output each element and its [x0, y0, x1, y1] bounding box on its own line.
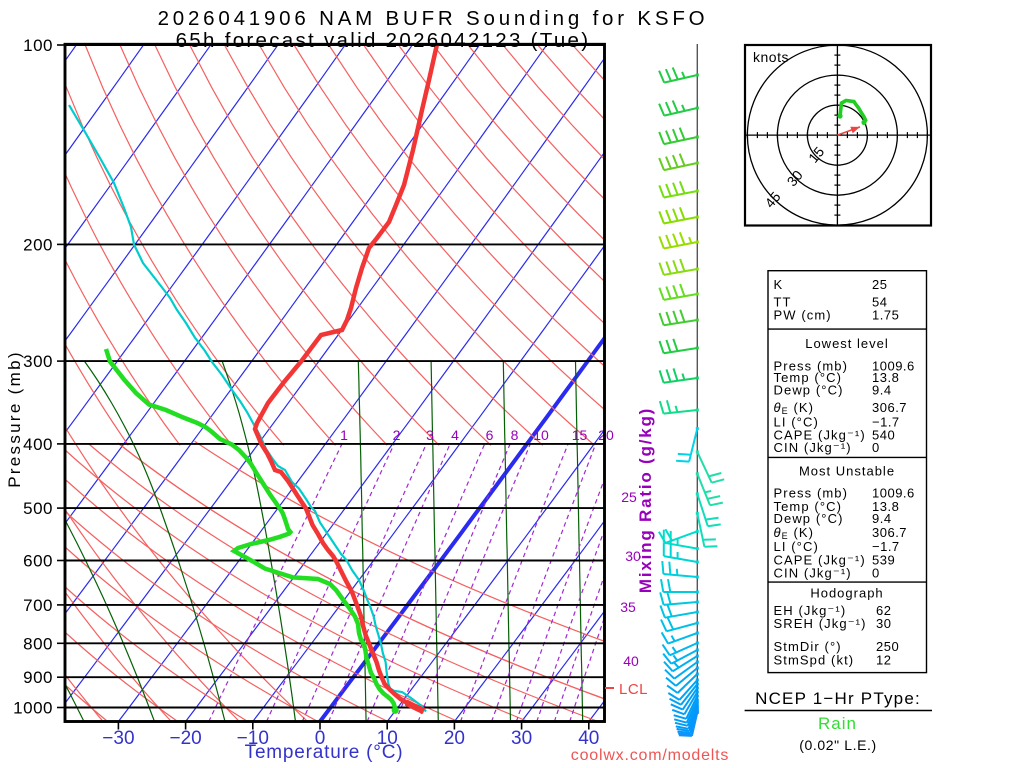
svg-text:K: K [774, 277, 784, 292]
svg-text:8: 8 [511, 427, 519, 443]
svg-text:40: 40 [578, 728, 599, 749]
svg-text:0: 0 [872, 565, 880, 580]
svg-text:30: 30 [511, 728, 532, 749]
svg-text:800: 800 [23, 634, 53, 653]
svg-text:NCEP 1−Hr PType:: NCEP 1−Hr PType: [755, 689, 921, 708]
svg-text:306.7: 306.7 [872, 400, 907, 415]
svg-text:20: 20 [598, 427, 614, 443]
svg-text:25: 25 [872, 277, 887, 292]
svg-text:25: 25 [621, 489, 637, 505]
svg-text:Mixing Ratio (g/kg): Mixing Ratio (g/kg) [636, 407, 655, 593]
svg-text:1: 1 [340, 427, 348, 443]
svg-text:−20: −20 [169, 728, 201, 749]
svg-text:54: 54 [872, 295, 887, 310]
svg-text:Dewp (°C): Dewp (°C) [774, 383, 844, 398]
svg-text:15: 15 [572, 427, 588, 443]
svg-text:Dewp (°C): Dewp (°C) [774, 511, 844, 526]
svg-text:LCL: LCL [619, 681, 648, 698]
svg-text:250: 250 [876, 639, 899, 654]
svg-text:2026041906 NAM BUFR Sounding f: 2026041906 NAM BUFR Sounding for KSFO [158, 7, 709, 30]
svg-text:0: 0 [872, 440, 880, 455]
svg-text:62: 62 [876, 603, 891, 618]
svg-text:35: 35 [620, 599, 636, 615]
svg-text:TT: TT [774, 295, 792, 310]
svg-text:θE (K): θE (K) [774, 525, 815, 541]
svg-text:540: 540 [872, 428, 895, 443]
svg-text:600: 600 [23, 552, 53, 571]
svg-text:LI (°C): LI (°C) [774, 415, 819, 430]
svg-text:200: 200 [23, 235, 53, 254]
svg-text:1009.6: 1009.6 [872, 486, 915, 501]
svg-text:−10: −10 [237, 728, 269, 749]
svg-text:20: 20 [444, 728, 465, 749]
svg-text:EH (Jkg⁻¹): EH (Jkg⁻¹) [774, 603, 847, 618]
svg-text:1000: 1000 [13, 699, 53, 718]
svg-text:1.75: 1.75 [872, 307, 899, 322]
svg-text:13.8: 13.8 [872, 370, 899, 385]
svg-text:Lowest level: Lowest level [805, 336, 889, 351]
svg-text:65h forecast valid 2026042123: 65h forecast valid 2026042123 (Tue) [176, 29, 591, 52]
svg-text:9.4: 9.4 [872, 511, 892, 526]
svg-text:−1.7: −1.7 [872, 415, 900, 430]
svg-text:Rain: Rain [818, 714, 857, 733]
svg-text:Most Unstable: Most Unstable [799, 463, 895, 478]
svg-text:539: 539 [872, 553, 895, 568]
svg-text:13.8: 13.8 [872, 499, 899, 514]
svg-text:Press (mb): Press (mb) [774, 486, 849, 501]
svg-text:9.4: 9.4 [872, 383, 892, 398]
svg-text:θE (K): θE (K) [774, 400, 815, 416]
svg-text:400: 400 [23, 435, 53, 454]
svg-text:(0.02" L.E.): (0.02" L.E.) [799, 737, 877, 753]
svg-text:500: 500 [23, 499, 53, 518]
svg-text:Temp (°C): Temp (°C) [774, 499, 843, 514]
svg-text:10: 10 [377, 728, 398, 749]
svg-text:LI (°C): LI (°C) [774, 539, 819, 554]
svg-text:12: 12 [876, 653, 891, 668]
svg-text:306.7: 306.7 [872, 525, 907, 540]
svg-text:StmSpd (kt): StmSpd (kt) [774, 653, 855, 668]
svg-text:knots: knots [753, 49, 789, 65]
svg-text:30: 30 [625, 548, 641, 564]
svg-text:−1.7: −1.7 [872, 539, 900, 554]
svg-text:Hodograph: Hodograph [810, 586, 883, 601]
svg-text:Temperature (°C): Temperature (°C) [245, 742, 404, 763]
svg-text:SREH (Jkg⁻¹): SREH (Jkg⁻¹) [774, 616, 867, 631]
svg-text:10: 10 [533, 427, 549, 443]
svg-text:CAPE (Jkg⁻¹): CAPE (Jkg⁻¹) [774, 428, 866, 443]
svg-text:CIN (Jkg⁻¹): CIN (Jkg⁻¹) [774, 440, 852, 455]
svg-text:300: 300 [23, 352, 53, 371]
svg-text:0: 0 [315, 728, 326, 749]
svg-text:PW (cm): PW (cm) [774, 307, 832, 322]
svg-text:1009.6: 1009.6 [872, 358, 915, 373]
svg-text:40: 40 [623, 653, 639, 669]
svg-text:Press (mb): Press (mb) [774, 358, 849, 373]
svg-text:3: 3 [426, 427, 434, 443]
svg-text:100: 100 [23, 36, 53, 55]
svg-text:coolwx.com/modelts: coolwx.com/modelts [571, 747, 729, 764]
svg-text:Temp (°C): Temp (°C) [774, 370, 843, 385]
svg-text:StmDir (°): StmDir (°) [774, 639, 842, 654]
svg-text:−30: −30 [102, 728, 134, 749]
svg-text:900: 900 [23, 668, 53, 687]
svg-text:30: 30 [876, 616, 891, 631]
svg-text:CIN (Jkg⁻¹): CIN (Jkg⁻¹) [774, 565, 852, 580]
svg-text:2: 2 [393, 427, 401, 443]
svg-text:6: 6 [486, 427, 494, 443]
svg-text:Pressure (mb): Pressure (mb) [5, 350, 24, 488]
svg-text:CAPE (Jkg⁻¹): CAPE (Jkg⁻¹) [774, 553, 866, 568]
svg-text:700: 700 [23, 596, 53, 615]
svg-text:4: 4 [451, 427, 459, 443]
